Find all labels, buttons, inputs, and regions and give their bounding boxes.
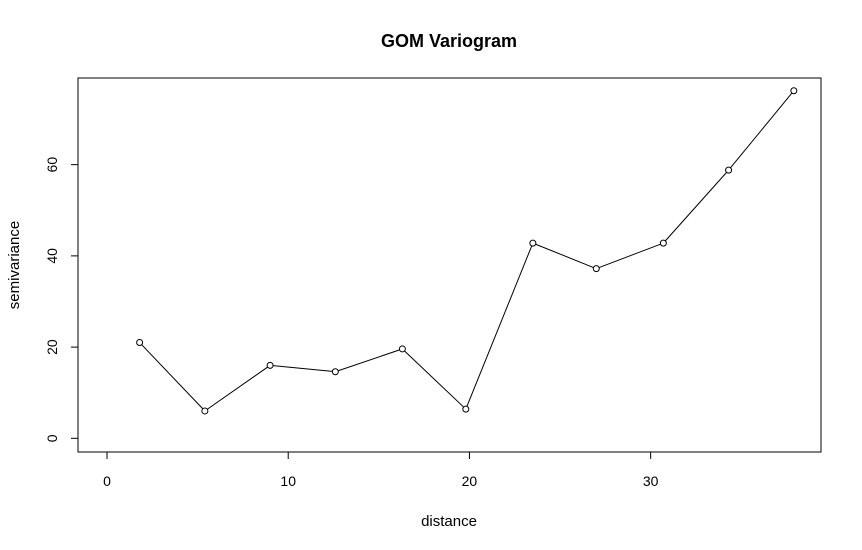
- series-line-segment: [730, 92, 793, 169]
- y-axis-label: semivariance: [6, 221, 23, 309]
- data-point: [331, 368, 339, 376]
- x-tick-label: 0: [103, 473, 111, 489]
- x-tick-label: 10: [280, 473, 296, 489]
- y-axis: 0 20 40 60: [44, 157, 79, 442]
- data-point: [725, 166, 733, 174]
- data-point: [136, 339, 144, 347]
- series-line-segment: [598, 243, 661, 269]
- y-tick-label: 40: [44, 248, 60, 264]
- series-line-segment: [338, 349, 400, 372]
- x-axis: 0 10 20 30: [103, 451, 659, 489]
- x-tick-label: 30: [643, 473, 659, 489]
- series-line-segment: [664, 172, 727, 242]
- y-tick-label: 60: [44, 157, 60, 173]
- x-tick-label: 20: [462, 473, 478, 489]
- data-point: [529, 239, 537, 247]
- series-line-segment: [141, 344, 204, 410]
- data-point: [266, 361, 274, 369]
- data-point: [398, 345, 406, 353]
- data-series: [136, 87, 798, 415]
- x-axis-label: distance: [421, 513, 477, 530]
- data-point: [659, 239, 667, 247]
- data-point: [462, 405, 470, 413]
- chart-title: GOM Variogram: [381, 31, 517, 51]
- data-point: [592, 265, 600, 273]
- series-line-segment: [404, 350, 464, 408]
- y-tick-label: 0: [44, 434, 60, 442]
- series-line-segment: [273, 365, 333, 372]
- series-line-segment: [535, 243, 594, 268]
- series-line-segment: [466, 245, 533, 407]
- data-point: [790, 87, 798, 95]
- y-tick-label: 20: [44, 339, 60, 355]
- data-point: [201, 407, 209, 415]
- series-line-segment: [207, 366, 268, 410]
